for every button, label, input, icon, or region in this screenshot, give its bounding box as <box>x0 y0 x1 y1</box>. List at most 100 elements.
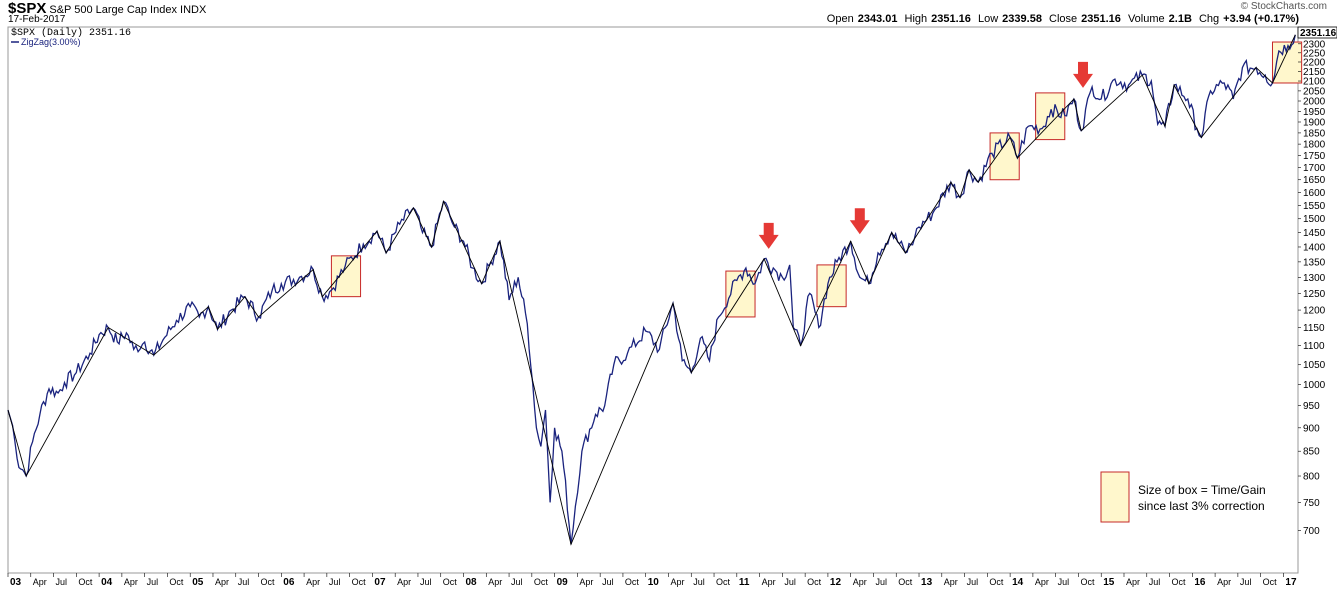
x-tick-label: 12 <box>830 577 842 588</box>
annotation-line1: Size of box = Time/Gain <box>1138 483 1266 497</box>
x-tick-label: Jul <box>238 577 250 587</box>
y-tick-label: 2150 <box>1303 67 1326 78</box>
x-tick-label: Oct <box>443 577 458 587</box>
open-value: 2343.01 <box>857 13 898 25</box>
gain-box-3 <box>816 264 847 308</box>
high-label: High <box>904 13 928 25</box>
x-tick-label: Oct <box>807 577 822 587</box>
x-tick-label: Jul <box>1058 577 1070 587</box>
x-tick-label: Apr <box>124 577 138 587</box>
x-tick-label: Oct <box>625 577 640 587</box>
x-tick-label: Apr <box>488 577 502 587</box>
y-tick-label: 1100 <box>1303 341 1325 352</box>
x-tick-label: Jul <box>784 577 796 587</box>
x-tick-label: Apr <box>1035 577 1049 587</box>
x-tick-label: Jul <box>420 577 432 587</box>
y-tick-label: 1800 <box>1303 140 1326 151</box>
x-tick-label: Apr <box>397 577 411 587</box>
y-axis: 700 750 800 850 900 950 1000 1050 1100 1150 1200 12… <box>1298 39 1326 537</box>
x-tick-label: 05 <box>192 577 204 588</box>
y-tick-label: 1550 <box>1303 201 1326 212</box>
y-tick-label: 1950 <box>1303 107 1326 118</box>
x-tick-label: Oct <box>1080 577 1095 587</box>
x-tick-label: 04 <box>101 577 113 588</box>
open-label: Open <box>826 13 854 25</box>
y-tick-label: 2250 <box>1303 48 1326 59</box>
ohlc-readout: Open 2343.01 High 2351.16 Low 2339.58 Close… <box>823 13 1299 25</box>
legend-series2: ZigZag(3.00%) <box>21 37 81 47</box>
annotation-box-swatch <box>1100 471 1130 523</box>
last-price-badge <box>1297 26 1337 39</box>
gain-box-4 <box>989 132 1020 181</box>
x-tick-label: 07 <box>374 577 386 588</box>
x-tick-label: Apr <box>853 577 867 587</box>
last-price-label: 2351.16 <box>1300 28 1337 39</box>
y-tick-label: 950 <box>1303 401 1320 412</box>
y-tick-label: 1250 <box>1303 289 1326 300</box>
x-tick-label: 11 <box>739 577 750 588</box>
high-value: 2351.16 <box>931 13 971 25</box>
y-tick-label: 1600 <box>1303 188 1326 199</box>
low-value: 2339.58 <box>1002 13 1042 25</box>
x-tick-label: Oct <box>169 577 184 587</box>
x-tick-label: 08 <box>466 577 478 588</box>
x-tick-label: 06 <box>283 577 295 588</box>
y-tick-label: 800 <box>1303 472 1320 483</box>
x-tick-label: 09 <box>557 577 569 588</box>
symbol: $SPX <box>8 0 47 17</box>
close-value: 2351.16 <box>1081 13 1121 25</box>
y-tick-label: 1000 <box>1303 380 1326 391</box>
x-tick-label: Apr <box>33 577 47 587</box>
y-tick-label: 1700 <box>1303 163 1326 174</box>
red-arrow-2 <box>849 208 870 235</box>
y-tick-label: 1900 <box>1303 117 1326 128</box>
x-tick-label: 14 <box>1012 577 1024 588</box>
x-tick-label: Oct <box>989 577 1004 587</box>
y-tick-label: 900 <box>1303 423 1320 434</box>
y-tick-label: 2200 <box>1303 57 1326 68</box>
y-tick-label: 1750 <box>1303 151 1326 162</box>
x-tick-label: Jul <box>875 577 887 587</box>
red-arrow-3 <box>1073 61 1093 88</box>
y-tick-label: 2000 <box>1303 97 1326 108</box>
x-tick-label: 16 <box>1194 577 1206 588</box>
x-tick-label: Jul <box>56 577 68 587</box>
y-tick-label: 1050 <box>1303 360 1326 371</box>
legend-series1: $SPX (Daily) 2351.16 <box>11 27 131 39</box>
close-label: Close <box>1049 13 1078 25</box>
y-tick-label: 1500 <box>1303 214 1326 225</box>
x-tick-label: Jul <box>147 577 159 587</box>
x-tick-label: Apr <box>944 577 958 587</box>
x-tick-label: 03 <box>10 577 22 588</box>
x-tick-label: Apr <box>1126 577 1140 587</box>
chart-date: 17-Feb-2017 <box>8 14 66 25</box>
gain-boxes <box>330 41 1303 318</box>
x-tick-label: Apr <box>1217 577 1231 587</box>
y-tick-label: 1450 <box>1303 228 1326 239</box>
y-tick-label: 850 <box>1303 447 1320 458</box>
y-tick-label: 1400 <box>1303 242 1326 253</box>
y-tick-label: 700 <box>1303 526 1320 537</box>
x-tick-label: Jul <box>511 577 523 587</box>
x-tick-label: Apr <box>579 577 593 587</box>
x-tick-label: Oct <box>261 577 276 587</box>
x-tick-label: Apr <box>762 577 776 587</box>
x-tick-label: Jul <box>602 577 614 587</box>
zigzag-line <box>7 34 1296 546</box>
x-tick-label: Oct <box>1172 577 1187 587</box>
chg-label: Chg <box>1198 13 1220 25</box>
brand-watermark: © StockCharts.com <box>1240 1 1327 12</box>
red-arrow-1 <box>758 222 779 249</box>
y-tick-label: 2100 <box>1303 77 1326 88</box>
x-tick-label: 15 <box>1103 577 1115 588</box>
x-tick-label: Jul <box>1149 577 1161 587</box>
x-tick-label: Jul <box>967 577 979 587</box>
low-label: Low <box>977 13 999 25</box>
y-tick-label: 1850 <box>1303 128 1326 139</box>
x-tick-label: Oct <box>898 577 913 587</box>
y-tick-label: 1650 <box>1303 175 1326 186</box>
x-tick-label: Oct <box>1263 577 1278 587</box>
x-tick-label: Oct <box>716 577 731 587</box>
x-tick-label: Jul <box>693 577 705 587</box>
x-tick-label: Apr <box>670 577 684 587</box>
